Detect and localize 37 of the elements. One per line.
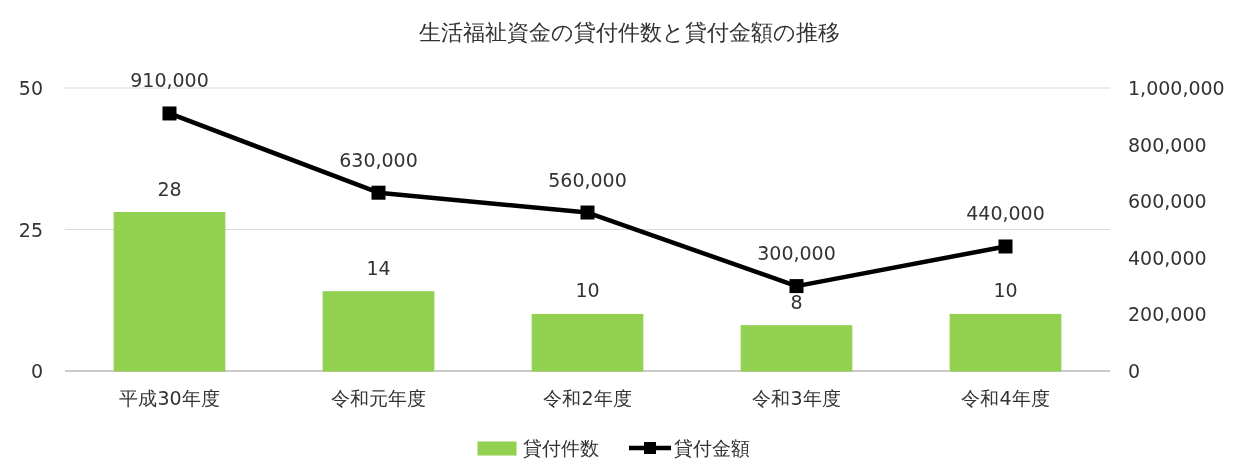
bar <box>740 325 853 372</box>
y-tick-label: 25 <box>18 218 43 241</box>
data-label: 10 <box>993 279 1018 302</box>
y2-tick-label: 200,000 <box>1128 303 1207 326</box>
point <box>789 279 804 294</box>
legend-label: 貸付件数 <box>523 437 599 459</box>
chart-title: 生活福祉資金の貸付件数と貸付金額の推移 <box>418 20 840 45</box>
y-tick-label: 0 <box>30 360 43 382</box>
data-label: 8 <box>790 290 803 313</box>
legend-label: 貸付金額 <box>674 437 750 459</box>
y2-tick-label: 800,000 <box>1128 133 1207 156</box>
x-tick-label: 平成30年度 <box>119 387 220 409</box>
y2-tick-label: 1,000,000 <box>1128 77 1225 99</box>
y2-tick-label: 600,000 <box>1128 190 1207 213</box>
x-tick-label: 令和元年度 <box>331 387 426 409</box>
data-label: 10 <box>575 279 600 302</box>
bar <box>531 313 644 372</box>
y2-tick-label: 400,000 <box>1128 246 1207 269</box>
point <box>371 185 386 200</box>
bar <box>949 313 1062 372</box>
data-label: 910,000 <box>130 69 209 92</box>
bar <box>322 291 435 372</box>
bar <box>113 212 226 372</box>
y2-tick-label: 0 <box>1128 360 1141 382</box>
x-tick-label: 令和4年度 <box>961 387 1050 409</box>
data-label: 440,000 <box>966 202 1045 225</box>
y-tick-label: 50 <box>18 77 43 99</box>
point <box>580 205 595 220</box>
data-label: 630,000 <box>339 148 418 171</box>
x-tick-label: 令和2年度 <box>543 387 632 409</box>
data-label: 560,000 <box>548 168 627 191</box>
data-label: 28 <box>157 177 182 200</box>
point <box>162 106 177 121</box>
data-label: 14 <box>366 256 391 279</box>
point <box>998 239 1013 254</box>
x-tick-label: 令和3年度 <box>752 387 841 409</box>
data-label: 300,000 <box>757 242 836 265</box>
